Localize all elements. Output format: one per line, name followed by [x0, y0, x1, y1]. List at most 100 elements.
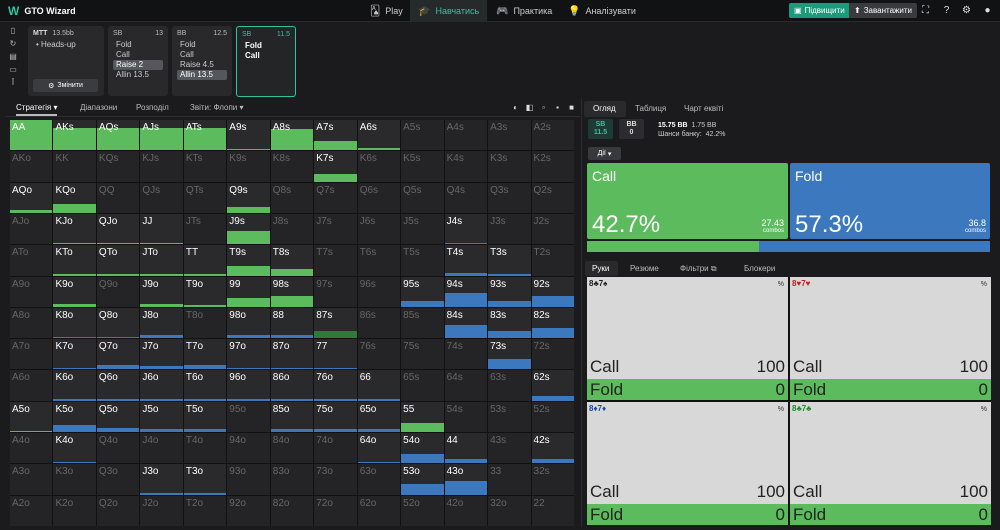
spot-action[interactable]: Raise 2: [113, 60, 163, 70]
hand-cell[interactable]: 98o: [227, 307, 270, 339]
hand-cell[interactable]: KQs: [96, 151, 140, 182]
hand-cell[interactable]: Q2s: [531, 182, 574, 213]
hand-cell[interactable]: J2o: [140, 495, 183, 526]
spot-action[interactable]: Raise 4.5: [180, 60, 214, 69]
hand-cell[interactable]: 64o: [357, 433, 401, 464]
hand-cell[interactable]: T9o: [183, 276, 227, 307]
hand-cell[interactable]: 97o: [227, 339, 270, 370]
upgrade-button[interactable]: ▣ Підвищити: [789, 3, 850, 18]
hand-cell[interactable]: K8s: [270, 151, 314, 182]
hand-cell[interactable]: 55: [401, 401, 444, 433]
hand-cell[interactable]: J8o: [140, 307, 183, 339]
hand-cell[interactable]: K6s: [357, 151, 401, 182]
hand-cell[interactable]: J2s: [531, 213, 574, 245]
hand-cell[interactable]: 94s: [444, 276, 488, 307]
call-summary-box[interactable]: Call 42.7% 27.43 combos: [587, 163, 788, 239]
hand-cell[interactable]: T7s: [314, 245, 357, 276]
hand-cell[interactable]: 74s: [444, 339, 488, 370]
hand-cell[interactable]: A5s: [401, 120, 444, 151]
hand-cell[interactable]: KJo: [53, 213, 96, 245]
hand-cell[interactable]: J5s: [401, 213, 444, 245]
save-icon[interactable]: ▤: [9, 52, 17, 61]
hand-cell[interactable]: 86o: [270, 370, 314, 401]
hand-cell[interactable]: K7o: [53, 339, 96, 370]
hand-cell[interactable]: 93o: [227, 464, 270, 495]
refresh-icon[interactable]: ↻: [9, 39, 17, 48]
hand-cell[interactable]: J6o: [140, 370, 183, 401]
hand-cell[interactable]: 83o: [270, 464, 314, 495]
tab-filters[interactable]: Фільтри ⧉: [680, 264, 717, 274]
hand-cell[interactable]: 66: [357, 370, 401, 401]
upload-button[interactable]: ⬆ Завантажити: [849, 3, 917, 18]
hand-cell[interactable]: K2s: [531, 151, 574, 182]
hand-cell[interactable]: 96s: [357, 276, 401, 307]
hand-cell[interactable]: KJs: [140, 151, 183, 182]
view-large-grid-icon[interactable]: ■: [569, 103, 574, 112]
tab-table[interactable]: Таблиця: [635, 104, 667, 113]
hand-cell[interactable]: K2o: [53, 495, 96, 526]
tab-hands[interactable]: Руки: [592, 264, 610, 273]
hand-cell[interactable]: A2s: [531, 120, 574, 151]
hand-cell[interactable]: K4o: [53, 433, 96, 464]
hand-cell[interactable]: KTs: [183, 151, 227, 182]
hand-cell[interactable]: 95s: [401, 276, 444, 307]
actions-dropdown[interactable]: Дії ▾: [588, 147, 621, 160]
hand-cell[interactable]: Q6o: [96, 370, 140, 401]
hand-cell[interactable]: T7o: [183, 339, 227, 370]
change-button[interactable]: ⚙ Змінити: [33, 79, 98, 92]
screenshot-icon[interactable]: ⛶: [922, 5, 929, 16]
tab-distribution[interactable]: Розподіл: [136, 103, 169, 112]
tab-overview[interactable]: Огляд: [593, 104, 616, 113]
hand-cell[interactable]: ATo: [10, 245, 53, 276]
hand-cell[interactable]: K5o: [53, 401, 96, 433]
hand-cell[interactable]: Q9o: [96, 276, 140, 307]
hand-cell[interactable]: 95o: [227, 401, 270, 433]
hand-cell[interactable]: A3s: [488, 120, 531, 151]
spot-action[interactable]: Fold: [116, 40, 132, 49]
hand-cell[interactable]: AKo: [10, 151, 53, 182]
spot-action[interactable]: Allin 13.5: [116, 70, 149, 79]
hand-cell[interactable]: JTs: [183, 213, 227, 245]
hand-cell[interactable]: Q7s: [314, 182, 357, 213]
tab-equity-chart[interactable]: Чарт еквіті: [684, 104, 724, 113]
hand-cell[interactable]: 87o: [270, 339, 314, 370]
hand-cell[interactable]: K4s: [444, 151, 488, 182]
hand-combo-card[interactable]: 8♦7♦% Call 100 Fold 0: [587, 402, 788, 525]
hand-cell[interactable]: Q3o: [96, 464, 140, 495]
hand-cell[interactable]: K3s: [488, 151, 531, 182]
hand-cell[interactable]: T6o: [183, 370, 227, 401]
hand-cell[interactable]: 93s: [488, 276, 531, 307]
hand-cell[interactable]: T5o: [183, 401, 227, 433]
hand-cell[interactable]: 44: [444, 433, 488, 464]
hand-cell[interactable]: J7o: [140, 339, 183, 370]
hand-cell[interactable]: 42s: [531, 433, 574, 464]
tab-reports[interactable]: Звіти: Флопи ▾: [190, 103, 244, 112]
spot-column-bb[interactable]: BB 12.5 Fold Call Raise 4.5 Allin 13.5: [172, 26, 232, 96]
fold-summary-box[interactable]: Fold 57.3% 36.8 combos: [790, 163, 990, 239]
hand-cell[interactable]: 73o: [314, 464, 357, 495]
hand-cell[interactable]: Q4o: [96, 433, 140, 464]
hand-cell[interactable]: AJs: [140, 120, 183, 151]
gear-icon[interactable]: ⚙: [962, 5, 971, 16]
hand-cell[interactable]: Q5s: [401, 182, 444, 213]
hand-combo-card[interactable]: 8♣7♠% Call 100 Fold 0: [587, 277, 788, 400]
hand-cell[interactable]: 53o: [401, 464, 444, 495]
spot-column-sb-active[interactable]: SB 11.5 Fold Call: [236, 26, 296, 97]
hand-cell[interactable]: 99: [227, 276, 270, 307]
hand-cell[interactable]: QJo: [96, 213, 140, 245]
help-icon[interactable]: ?: [943, 5, 950, 16]
gamepad-small-icon[interactable]: ▭: [9, 65, 17, 74]
hand-cell[interactable]: 82s: [531, 307, 574, 339]
view-small-grid-icon[interactable]: ▫: [542, 103, 545, 112]
hand-cell[interactable]: K9s: [227, 151, 270, 182]
hand-cell[interactable]: 52o: [401, 495, 444, 526]
hand-cell[interactable]: AQs: [96, 120, 140, 151]
hand-cell[interactable]: 54s: [444, 401, 488, 433]
hand-cell[interactable]: J5o: [140, 401, 183, 433]
hand-cell[interactable]: KTo: [53, 245, 96, 276]
hand-cell[interactable]: Q8o: [96, 307, 140, 339]
nav-analyze[interactable]: 💡 Аналізувати: [560, 0, 644, 22]
hand-cell[interactable]: A7s: [314, 120, 357, 151]
tab-blockers[interactable]: Блокери: [744, 264, 776, 273]
hand-cell[interactable]: A4s: [444, 120, 488, 151]
